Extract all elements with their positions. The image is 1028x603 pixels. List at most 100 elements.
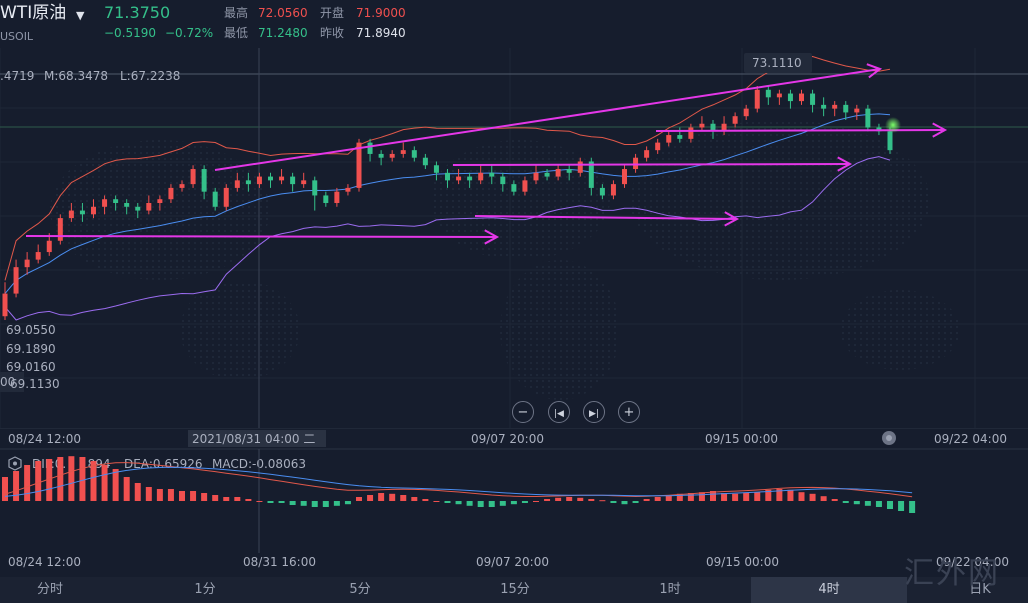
- macd-bar: [190, 491, 197, 501]
- candle: [776, 89, 782, 105]
- candle: [599, 184, 605, 200]
- candle: [467, 172, 473, 188]
- high-price-tag: 73.1110: [744, 53, 812, 73]
- candle: [400, 142, 406, 158]
- candle: [633, 153, 639, 173]
- macd-histogram: [2, 456, 916, 513]
- macd-bar: [521, 501, 528, 503]
- scroll-start-button[interactable]: |◀: [548, 401, 570, 423]
- candle: [655, 138, 661, 154]
- candle: [146, 195, 152, 215]
- time-label-0: 08/24 12:00: [8, 432, 81, 446]
- macd-bar: [588, 499, 595, 501]
- candle: [699, 116, 705, 132]
- dea-line: [4, 466, 913, 497]
- candle: [511, 180, 517, 196]
- candle: [710, 119, 716, 139]
- macd-bar: [643, 499, 650, 501]
- trendline-horizontal-1[interactable]: [25, 229, 500, 245]
- macd-bar: [267, 501, 274, 503]
- macd-bar: [57, 457, 64, 501]
- last-price-glow: [885, 117, 901, 133]
- lower-band-value: L:67.2238: [120, 69, 180, 83]
- candle: [301, 172, 307, 188]
- candlesticks[interactable]: [2, 86, 893, 320]
- macd-bar: [555, 497, 562, 501]
- tab-5min[interactable]: 5分: [349, 582, 371, 597]
- quote-header: WTI原油 ▼ 71.3750 USOIL −0.5190 −0.72% 最高 …: [0, 0, 1028, 48]
- macd-bar: [820, 496, 827, 501]
- macd-bar: [79, 457, 86, 501]
- candle: [799, 89, 804, 105]
- tab-fenshi[interactable]: 分时: [36, 582, 63, 597]
- trendline-horizontal-3[interactable]: [474, 211, 740, 227]
- macd-bar: [765, 489, 772, 501]
- candle: [787, 89, 793, 109]
- scroll-end-button[interactable]: ▶|: [583, 401, 605, 423]
- symbol-name[interactable]: WTI原油: [0, 3, 67, 23]
- macd-bar: [787, 489, 794, 501]
- candle: [843, 101, 849, 120]
- macd-bar: [2, 477, 8, 501]
- macd-bar: [311, 501, 318, 507]
- zoom-out-button[interactable]: −: [512, 401, 534, 423]
- macd-bar: [455, 501, 462, 505]
- macd-bar: [665, 495, 672, 501]
- tab-4hour[interactable]: 4时: [751, 577, 907, 603]
- candle: [522, 176, 528, 196]
- trend-lines[interactable]: [25, 63, 948, 245]
- candle: [234, 172, 240, 192]
- candle: [566, 165, 572, 181]
- macd-bar: [90, 461, 97, 501]
- candle: [732, 112, 738, 128]
- gear-icon[interactable]: [882, 431, 896, 445]
- last-price: 71.3750: [104, 3, 171, 22]
- macd-time-1: 08/31 16:00: [243, 555, 316, 569]
- macd-bar: [477, 501, 484, 507]
- candle: [190, 165, 196, 188]
- indicator-legend: .4719 M:68.3478 L:67.2238: [0, 69, 180, 83]
- macd-bar: [322, 501, 329, 507]
- macd-bar: [831, 499, 838, 501]
- macd-bar: [13, 471, 20, 501]
- tab-1hour[interactable]: 1时: [659, 582, 681, 597]
- settings-hex-icon[interactable]: [8, 456, 22, 471]
- time-label-4: 09/22 04:00: [934, 432, 1007, 446]
- macd-bar: [566, 497, 573, 501]
- tab-15min[interactable]: 15分: [500, 582, 530, 597]
- trendline-rising-upper[interactable]: [214, 63, 883, 171]
- time-label-1: 2021/08/31 04:00 二: [192, 432, 315, 446]
- candle: [854, 104, 860, 120]
- candle: [378, 150, 384, 166]
- candle: [312, 176, 318, 211]
- price-chart[interactable]: 73.1110 .4719 M:68.3478 L:67.2238 69.055…: [0, 0, 1028, 577]
- tab-1min[interactable]: 1分: [194, 582, 216, 597]
- macd-bar: [422, 499, 429, 501]
- candle: [544, 169, 550, 181]
- price-label-5: 00: [0, 375, 15, 389]
- candle: [644, 146, 650, 162]
- caret-down-icon[interactable]: ▼: [76, 9, 85, 22]
- macd-bar: [201, 493, 208, 501]
- low-label: 最低: [224, 26, 249, 40]
- macd-bar: [389, 493, 396, 501]
- upper-band-value: .4719: [0, 69, 34, 83]
- macd-bar: [356, 497, 362, 501]
- price-change-pct: −0.72%: [165, 26, 214, 40]
- candle: [688, 123, 694, 143]
- macd-bar: [864, 501, 871, 506]
- macd-bar: [212, 495, 219, 501]
- candle: [135, 203, 141, 219]
- candle: [223, 184, 229, 211]
- trendline-horizontal-2[interactable]: [452, 156, 853, 172]
- zoom-in-button[interactable]: +: [618, 401, 640, 423]
- macd-lines: [4, 462, 913, 498]
- tab-daily[interactable]: 日K: [969, 582, 991, 597]
- candle: [168, 184, 174, 203]
- candle: [743, 104, 749, 120]
- candle: [865, 104, 871, 132]
- candle: [765, 86, 771, 105]
- candle: [500, 172, 506, 192]
- prev-close-value: 71.8940: [356, 26, 406, 40]
- candle: [91, 199, 96, 219]
